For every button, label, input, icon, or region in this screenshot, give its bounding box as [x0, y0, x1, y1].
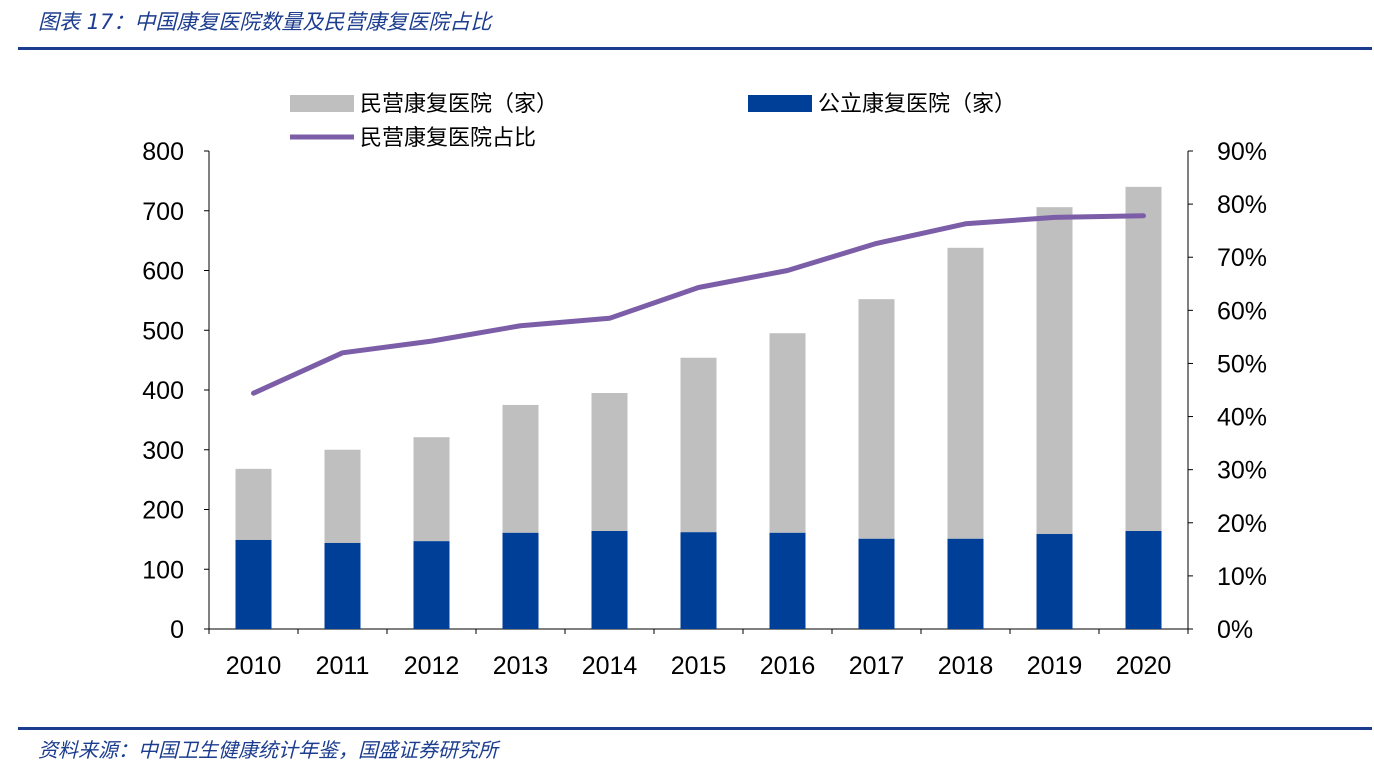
x-tick-label: 2013 [493, 652, 549, 680]
bar-public-2012 [413, 541, 450, 629]
bar-private-2019 [1036, 207, 1073, 534]
left-tick-label: 400 [142, 377, 184, 405]
x-tick-label: 2016 [760, 652, 816, 680]
bar-private-2017 [858, 299, 895, 539]
x-tick-label: 2012 [404, 652, 460, 680]
x-tick-label: 2020 [1116, 652, 1172, 680]
right-tick-label: 70% [1217, 244, 1267, 272]
legend-swatch-public [748, 95, 812, 112]
bar-private-2016 [769, 333, 806, 533]
x-tick-label: 2014 [582, 652, 638, 680]
bar-public-2019 [1036, 533, 1073, 629]
legend-label-private: 民营康复医院（家） [360, 91, 558, 116]
x-tick-label: 2018 [938, 652, 994, 680]
left-tick-label: 0 [170, 616, 184, 644]
bar-private-2020 [1125, 186, 1162, 532]
x-tick-label: 2015 [671, 652, 727, 680]
right-tick-label: 60% [1217, 297, 1267, 325]
bar-private-2010 [235, 468, 272, 540]
left-tick-label: 500 [142, 317, 184, 345]
legend-label-public: 公立康复医院（家） [818, 91, 1016, 116]
bar-private-2012 [413, 437, 450, 542]
right-tick-label: 40% [1217, 404, 1267, 432]
right-tick-label: 10% [1217, 563, 1267, 591]
bar-private-2013 [502, 404, 539, 533]
chart-title: 图表 17：中国康复医院数量及民营康复医院占比 [38, 10, 492, 34]
left-tick-label: 100 [142, 556, 184, 584]
x-tick-label: 2010 [226, 652, 282, 680]
bar-public-2020 [1125, 531, 1162, 629]
bar-public-2013 [502, 532, 539, 629]
bar-private-2011 [324, 449, 361, 543]
bar-private-2014 [591, 392, 628, 532]
bar-public-2010 [235, 539, 272, 629]
left-tick-label: 700 [142, 198, 184, 226]
source-note: 资料来源：中国卫生健康统计年鉴，国盛证券研究所 [38, 738, 498, 762]
x-tick-label: 2011 [316, 652, 370, 680]
line-private-share [251, 213, 1146, 396]
bar-public-2014 [591, 531, 628, 629]
bar-private-2015 [680, 357, 717, 533]
right-tick-label: 30% [1217, 457, 1267, 485]
right-tick-label: 0% [1217, 616, 1253, 644]
bar-public-2016 [769, 532, 806, 629]
bar-public-2017 [858, 538, 895, 629]
left-tick-label: 600 [142, 258, 184, 286]
bar-public-2011 [324, 542, 361, 629]
bar-public-2015 [680, 532, 717, 629]
left-tick-label: 800 [142, 138, 184, 166]
right-tick-label: 50% [1217, 350, 1267, 378]
x-tick-label: 2019 [1027, 652, 1083, 680]
right-tick-label: 20% [1217, 510, 1267, 538]
footer-divider [18, 727, 1372, 730]
legend-swatch-private [290, 95, 354, 112]
header-divider [18, 47, 1372, 50]
legend-label-share: 民营康复医院占比 [360, 125, 536, 150]
left-tick-label: 200 [142, 497, 184, 525]
bar-private-2018 [947, 247, 984, 539]
right-tick-label: 90% [1217, 138, 1267, 166]
left-tick-label: 300 [142, 437, 184, 465]
bar-public-2018 [947, 538, 984, 629]
right-tick-label: 80% [1217, 191, 1267, 219]
x-tick-label: 2017 [849, 652, 905, 680]
